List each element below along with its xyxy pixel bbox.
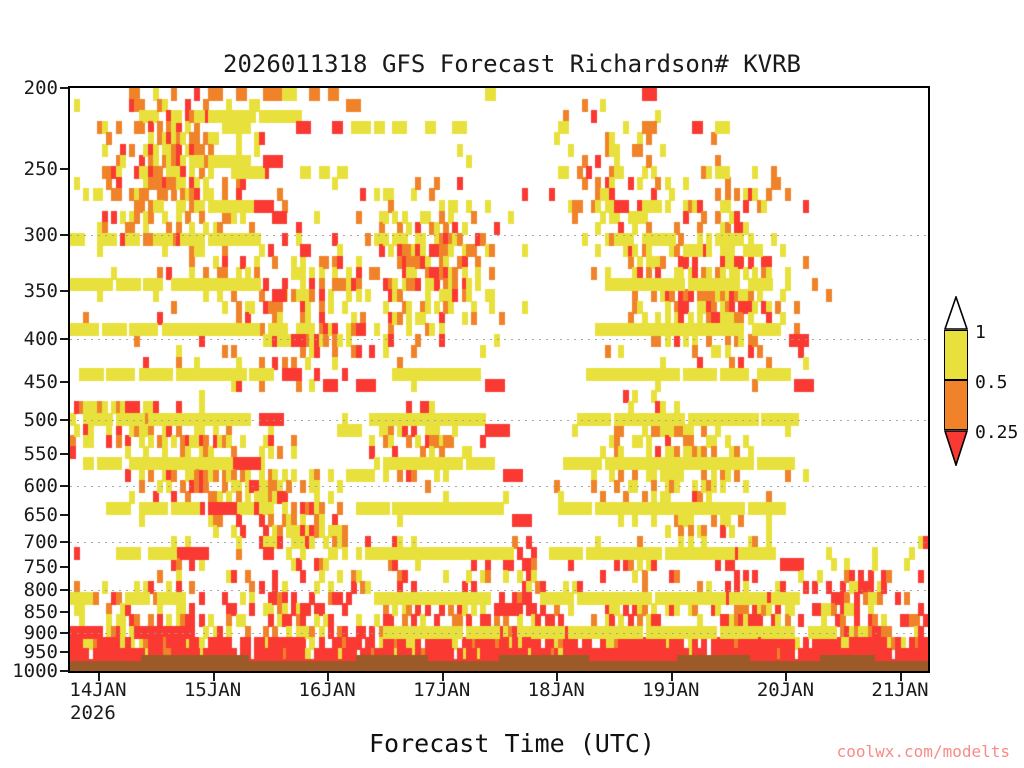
colorbar-segment-yellow[interactable]: [944, 330, 968, 380]
y-tick-mark: [60, 589, 68, 592]
y-tick-label: 400: [23, 328, 58, 351]
x-tick-label: 21JAN: [871, 679, 929, 701]
colorbar[interactable]: 1 0.5 0.25: [941, 294, 1018, 468]
y-tick-mark: [60, 631, 68, 634]
x-tick-label: 15JAN: [183, 679, 242, 701]
y-tick-label: 900: [23, 621, 58, 644]
y-tick-label: 450: [23, 370, 58, 393]
y-tick-mark: [60, 233, 68, 236]
y-tick-label: 200: [23, 77, 58, 99]
x-tick-label: 19JAN: [642, 679, 700, 701]
chart-title: 2026011318 GFS Forecast Richardson# KVRB: [223, 50, 801, 78]
y-tick-mark: [60, 513, 68, 516]
heatmap-canvas: [70, 88, 928, 671]
x-tick-mark: [900, 673, 902, 681]
x-axis-year: 2026: [70, 702, 116, 724]
terrain-band: [70, 645, 928, 671]
y-tick-mark: [60, 565, 68, 568]
y-tick-mark: [60, 670, 68, 672]
y-tick-label: 1000: [12, 660, 58, 682]
x-tick-mark: [671, 673, 673, 681]
plot-area: [68, 86, 930, 673]
y-tick-mark: [60, 540, 68, 543]
x-axis-title: Forecast Time (UTC): [369, 729, 655, 758]
x-tick-mark: [785, 673, 787, 681]
y-tick-label: 700: [23, 530, 58, 553]
x-tick-label: 16JAN: [298, 679, 356, 701]
y-tick-mark: [60, 87, 68, 89]
y-tick-mark: [60, 651, 68, 654]
y-tick-label: 600: [23, 474, 58, 497]
colorbar-cap-below: [943, 430, 969, 468]
y-tick-mark: [60, 484, 68, 487]
x-tick-label: 17JAN: [413, 679, 471, 701]
y-tick-mark: [60, 611, 68, 614]
y-tick-label: 950: [23, 641, 58, 664]
y-tick-mark: [60, 380, 68, 383]
y-tick-label: 500: [23, 408, 58, 431]
x-tick-mark: [98, 673, 100, 681]
y-tick-label: 850: [23, 601, 58, 624]
colorbar-tick-label: 0.25: [975, 422, 1019, 443]
y-tick-mark: [60, 289, 68, 292]
x-tick-mark: [442, 673, 444, 681]
y-tick-mark: [60, 338, 68, 341]
y-tick-mark: [60, 453, 68, 456]
x-tick-mark: [556, 673, 558, 681]
y-tick-label: 800: [23, 579, 58, 602]
y-tick-mark: [60, 167, 68, 170]
gridline-1000: [70, 671, 928, 672]
y-tick-label: 650: [23, 503, 58, 526]
colorbar-tick-label: 1: [975, 322, 986, 343]
x-tick-mark: [213, 673, 215, 681]
watermark: coolwx.com/modelts: [836, 742, 1010, 761]
x-tick-mark: [327, 673, 329, 681]
x-tick-label: 14JAN: [69, 679, 127, 701]
colorbar-cap-above: [943, 294, 969, 330]
y-tick-mark: [60, 418, 68, 421]
x-tick-label: 20JAN: [756, 679, 815, 701]
y-tick-label: 350: [23, 279, 58, 302]
x-tick-label: 18JAN: [527, 679, 585, 701]
y-tick-label: 300: [23, 223, 58, 246]
colorbar-segment-orange[interactable]: [944, 380, 968, 430]
y-tick-label: 750: [23, 555, 58, 578]
y-tick-label: 550: [23, 443, 58, 466]
y-tick-label: 250: [23, 157, 58, 180]
colorbar-tick-label: 0.5: [975, 372, 1008, 393]
